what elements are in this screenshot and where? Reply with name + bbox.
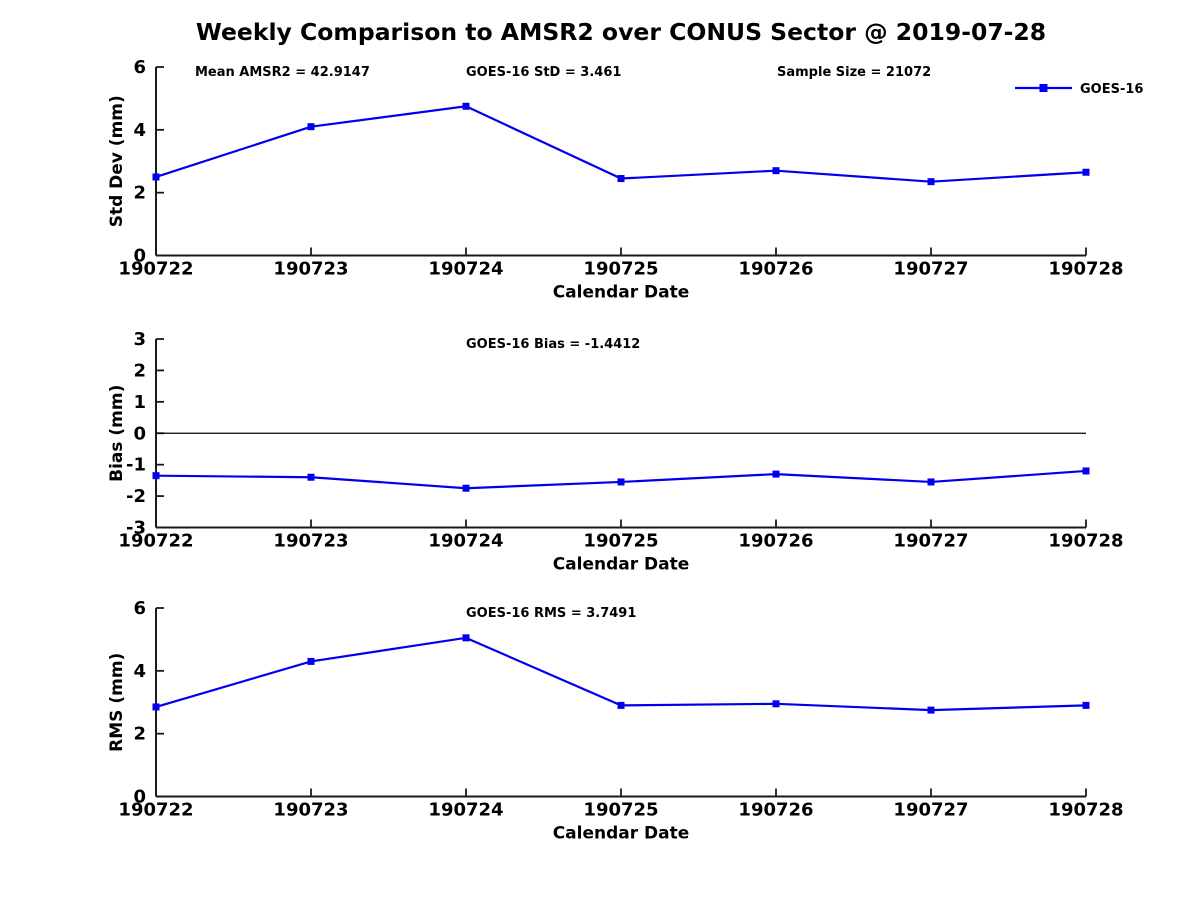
x-tick-label: 190725: [583, 531, 658, 552]
x-tick-label: 190723: [273, 259, 348, 280]
y-tick-label: -1: [126, 455, 146, 476]
data-point-marker: [772, 470, 780, 478]
y-tick-label: 2: [133, 724, 146, 745]
x-axis-label: Calendar Date: [553, 824, 690, 844]
y-tick-label: 6: [133, 598, 146, 619]
figure-title: Weekly Comparison to AMSR2 over CONUS Se…: [195, 18, 1047, 46]
rms-subplot: 0 2 4 6 190722 190723 190724 190725 190726 190727…: [107, 598, 1124, 844]
x-tick-label: 190728: [1048, 259, 1123, 280]
data-point-marker: [927, 478, 935, 486]
data-point-marker: [462, 634, 470, 642]
series-markers: [152, 467, 1090, 492]
x-tick-label: 190725: [583, 800, 658, 821]
y-axis-label: Bias (mm): [107, 385, 127, 482]
x-tick-label: 190722: [118, 259, 193, 280]
x-tick-label: 190728: [1048, 531, 1123, 552]
y-tick-label: 0: [133, 423, 146, 444]
y-tick-label: -3: [126, 518, 146, 539]
annotation: Mean AMSR2 = 42.9147: [195, 65, 370, 80]
series-markers: [152, 634, 1090, 714]
x-tick-label: 190723: [273, 800, 348, 821]
data-point-marker: [152, 703, 160, 711]
data-point-marker: [617, 175, 625, 183]
annotation: GOES-16 Bias = -1.4412: [466, 337, 640, 352]
data-point-marker: [1082, 467, 1090, 475]
data-point-marker: [772, 167, 780, 175]
y-tick-label: 2: [133, 183, 146, 204]
std-dev-subplot: 0 2 4 6 190722 190723 190724 190725 190726 190727…: [107, 57, 1143, 303]
annotation: Sample Size = 21072: [777, 65, 931, 80]
series-line: [155, 105, 1087, 183]
data-point-marker: [1082, 701, 1090, 709]
data-point-marker: [307, 473, 315, 481]
y-axis-label: Std Dev (mm): [107, 95, 127, 227]
annotation: GOES-16 RMS = 3.7491: [466, 606, 636, 621]
y-tick-label: 4: [133, 120, 146, 141]
legend-label: GOES-16: [1080, 82, 1143, 97]
data-point-marker: [617, 701, 625, 709]
x-tick-label: 190726: [738, 531, 813, 552]
x-tick-label: 190724: [428, 800, 503, 821]
legend-marker: [1039, 84, 1048, 92]
y-tick-label: 0: [133, 787, 146, 808]
annotation: GOES-16 StD = 3.461: [466, 65, 621, 80]
y-tick-label: 2: [133, 360, 146, 381]
x-tick-label: 190724: [428, 531, 503, 552]
y-tick-label: 0: [133, 246, 146, 267]
data-point-marker: [462, 484, 470, 492]
bias-subplot: -3 -2 -1 0 1 2 3 190722 190723 190724 190725 190726…: [107, 329, 1124, 575]
y-tick-label: 1: [133, 392, 146, 413]
x-tick-label: 190726: [738, 259, 813, 280]
x-tick-label: 190723: [273, 531, 348, 552]
y-axis-label: RMS (mm): [107, 653, 127, 752]
y-tick-label: 6: [133, 57, 146, 78]
data-point-marker: [152, 472, 160, 480]
x-tick-label: 190727: [893, 259, 968, 280]
x-tick-label: 190728: [1048, 800, 1123, 821]
data-point-marker: [927, 706, 935, 714]
data-point-marker: [772, 700, 780, 708]
data-point-marker: [152, 173, 160, 181]
x-axis-label: Calendar Date: [553, 283, 690, 303]
x-tick-label: 190726: [738, 800, 813, 821]
x-tick-label: 190725: [583, 259, 658, 280]
legend: GOES-16: [1015, 82, 1143, 97]
data-point-marker: [617, 478, 625, 486]
data-point-marker: [307, 657, 315, 665]
y-tick-label: -2: [126, 486, 146, 507]
x-axis-label: Calendar Date: [553, 555, 690, 575]
data-point-marker: [1082, 168, 1090, 176]
x-tick-label: 190727: [893, 531, 968, 552]
data-point-marker: [307, 123, 315, 131]
x-tick-label: 190724: [428, 259, 503, 280]
data-point-marker: [927, 178, 935, 186]
x-tick-label: 190727: [893, 800, 968, 821]
y-tick-label: 3: [133, 329, 146, 350]
x-tick-label: 190722: [118, 800, 193, 821]
x-tick-label: 190722: [118, 531, 193, 552]
series-markers: [152, 102, 1090, 186]
data-point-marker: [462, 102, 470, 110]
y-tick-label: 4: [133, 661, 146, 682]
series-line: [155, 636, 1087, 712]
